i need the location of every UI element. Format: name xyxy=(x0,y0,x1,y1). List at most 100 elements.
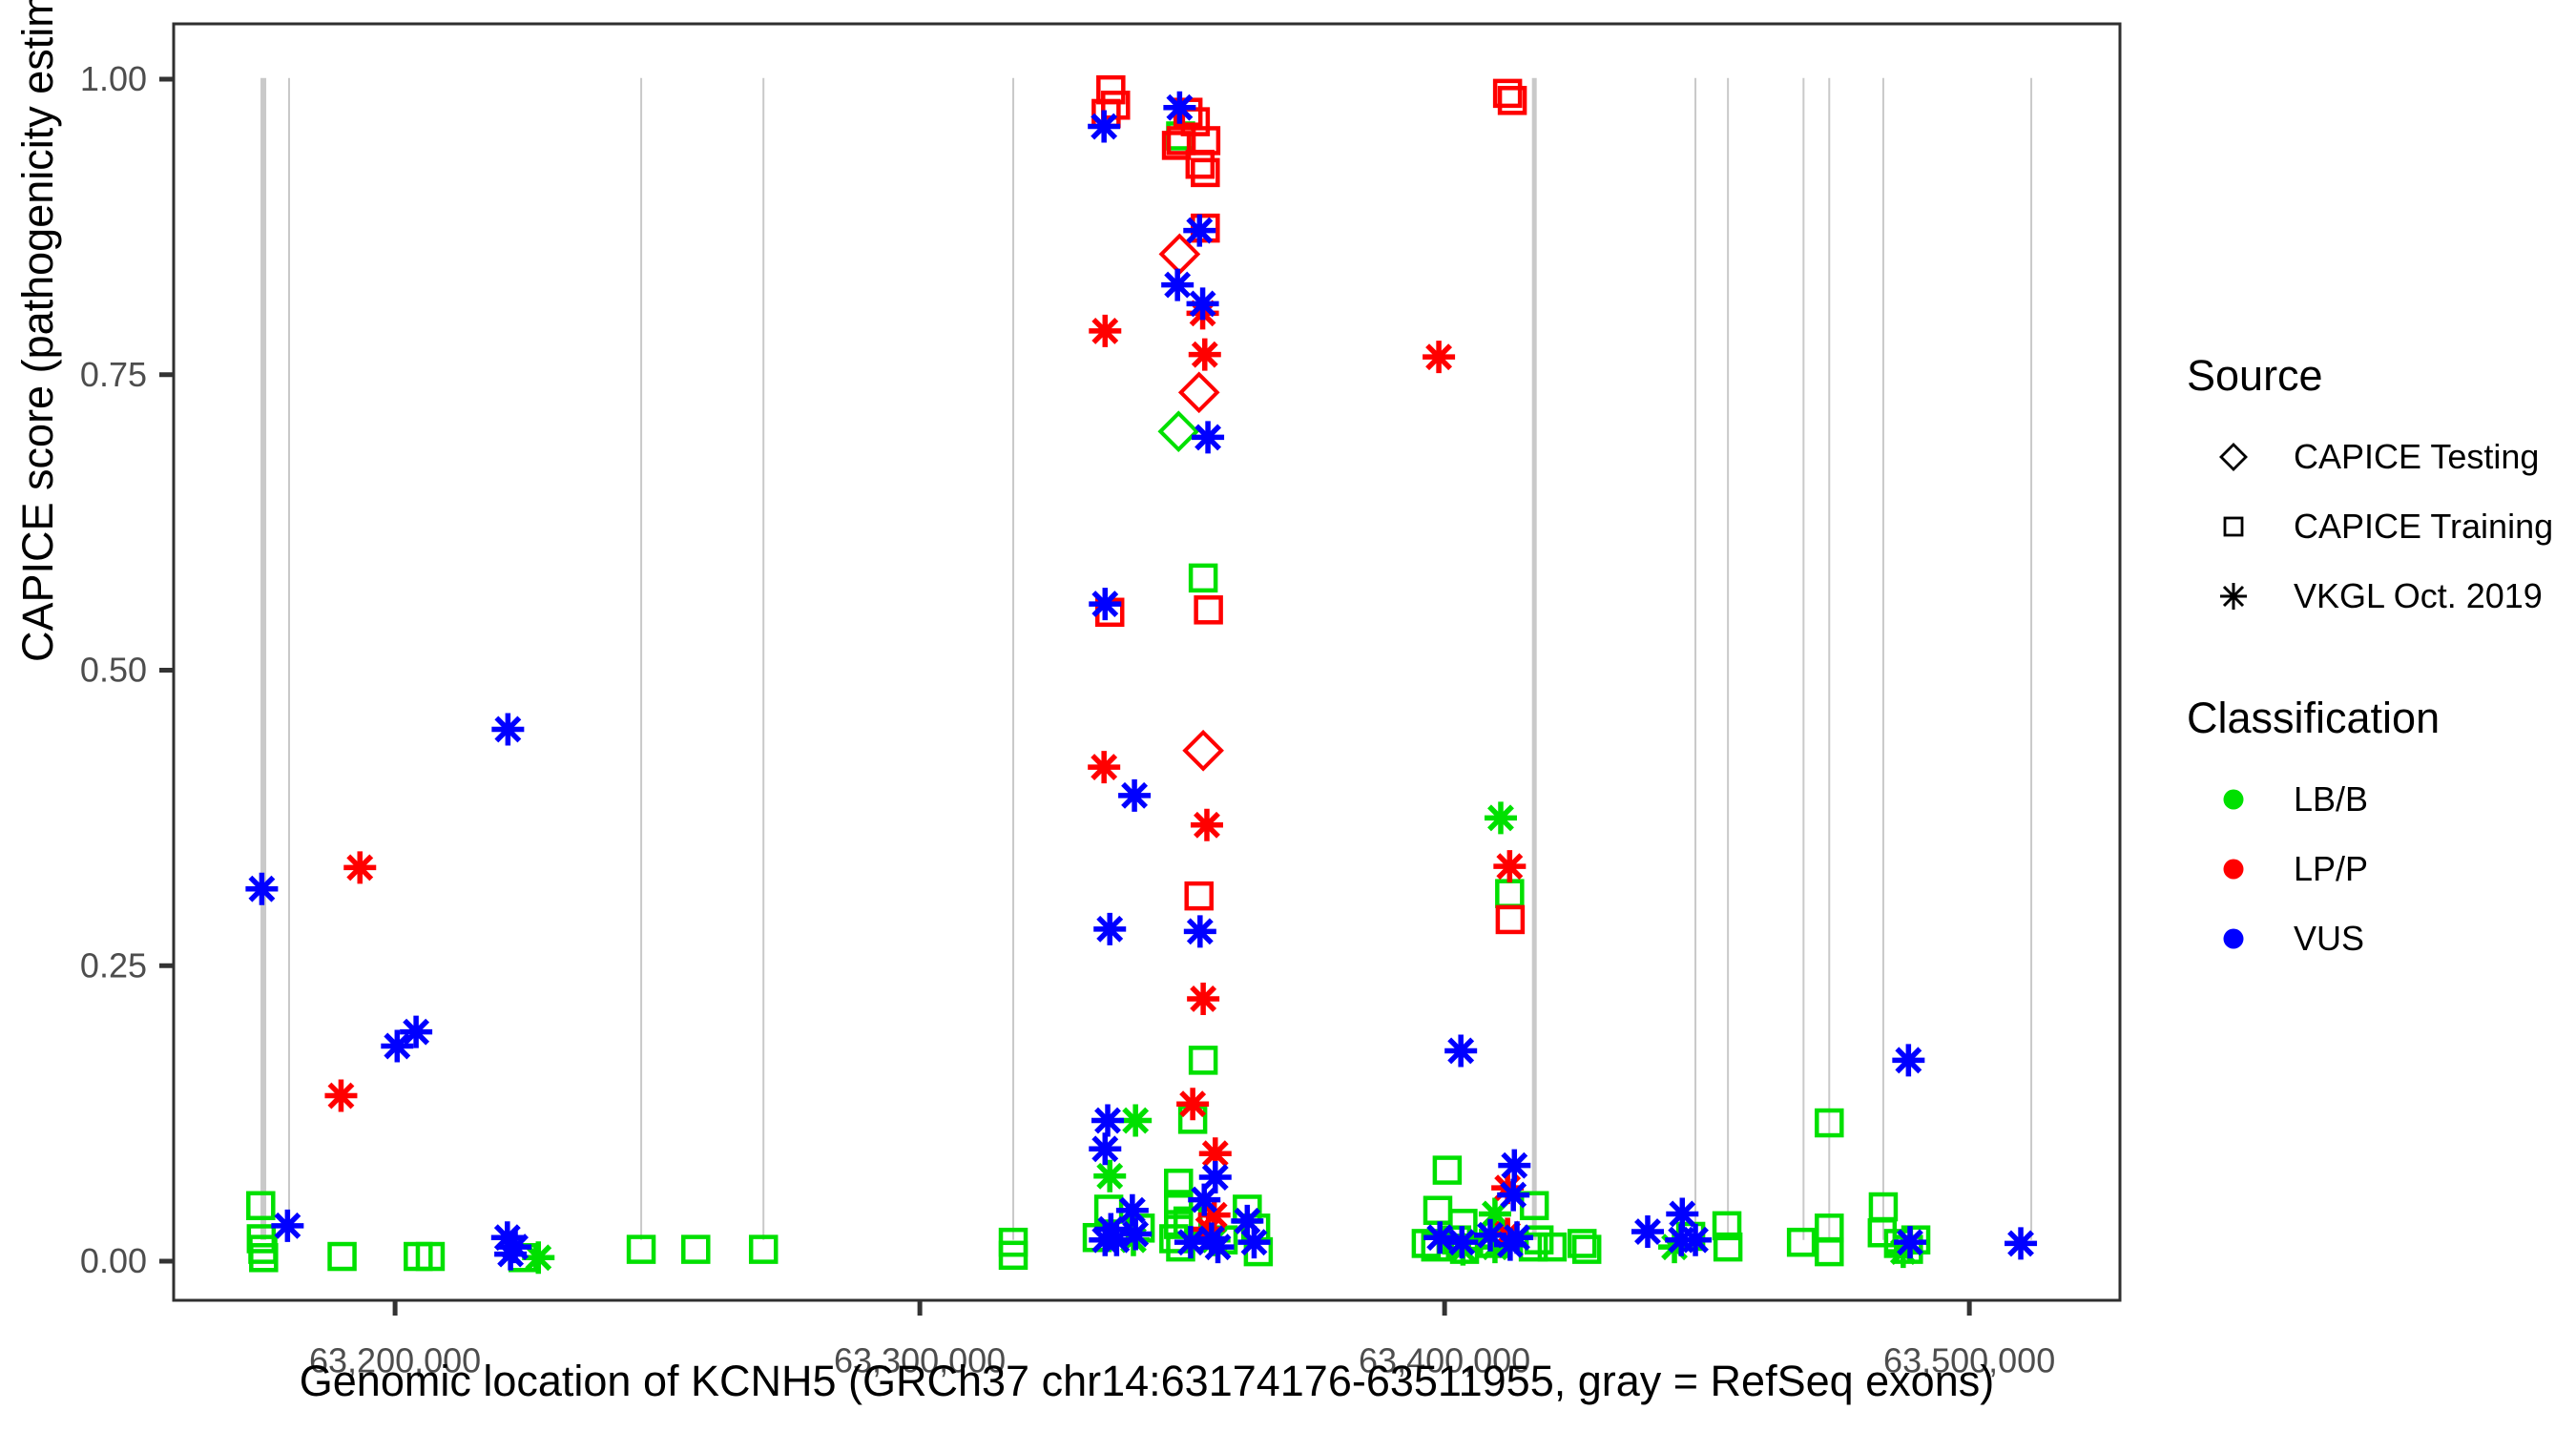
legend-classification-glyph-wrap xyxy=(2212,917,2255,961)
data-point-asterisk xyxy=(1118,778,1152,812)
data-point-asterisk xyxy=(1088,751,1121,784)
data-point-square xyxy=(1184,881,1214,911)
data-point-square xyxy=(415,1241,446,1272)
dot-legend-icon xyxy=(2223,928,2244,948)
data-point-asterisk xyxy=(1192,421,1225,454)
x-tick-label: 63,200,000 xyxy=(309,1340,481,1379)
data-point-asterisk xyxy=(1493,850,1527,883)
data-point-asterisk xyxy=(1190,808,1223,841)
data-point-square xyxy=(1492,78,1523,109)
data-point-asterisk xyxy=(1198,1137,1232,1171)
legend-source-label: CAPICE Training xyxy=(2294,506,2554,546)
data-point-square xyxy=(1164,1190,1194,1219)
square-legend-icon xyxy=(2223,516,2244,536)
legend-source-glyph-wrap xyxy=(2212,435,2255,479)
y-tick-label: 0.25 xyxy=(80,945,147,985)
data-point-square xyxy=(1191,157,1220,188)
data-point-asterisk xyxy=(1423,1221,1457,1255)
diamond-legend-icon xyxy=(2219,442,2248,471)
data-point-asterisk xyxy=(1091,1104,1125,1137)
legend-classification-item: VUS xyxy=(2187,903,2553,973)
data-point-asterisk xyxy=(1484,801,1517,835)
data-point-square xyxy=(1194,595,1223,625)
data-point-square xyxy=(748,1234,779,1264)
data-point-square xyxy=(1712,1211,1742,1241)
data-point-asterisk xyxy=(1231,1204,1264,1237)
legend-classification-glyph-wrap xyxy=(2212,778,2255,821)
legend-classification-title: Classification xyxy=(2187,694,2441,742)
legend-classification-label: LB/B xyxy=(2294,778,2369,819)
legend-source-glyph-wrap xyxy=(2212,505,2255,549)
data-point-square xyxy=(1815,1236,1844,1267)
data-point-square xyxy=(1571,1234,1602,1264)
data-point-asterisk xyxy=(1197,1198,1231,1232)
data-point-asterisk xyxy=(1679,1223,1713,1256)
data-point-asterisk xyxy=(1892,1044,1925,1077)
data-point-asterisk xyxy=(1666,1197,1699,1231)
data-point-asterisk xyxy=(1089,1132,1122,1166)
data-point-asterisk xyxy=(1498,1149,1531,1182)
data-point-asterisk xyxy=(1491,1217,1525,1251)
data-point-diamond xyxy=(1182,729,1224,772)
dot-legend-icon xyxy=(2223,859,2244,879)
legend-source-items: CAPICE Testing CAPICE Training VKGL Oct. 2… xyxy=(2187,422,2553,631)
data-point-asterisk xyxy=(1188,338,1221,371)
data-point-square xyxy=(681,1234,711,1264)
data-point-square xyxy=(1188,1046,1218,1075)
data-point-asterisk xyxy=(1473,1218,1506,1252)
y-tick-label: 1.00 xyxy=(80,59,147,98)
legend-source-item: CAPICE Training xyxy=(2187,491,2553,561)
data-point-square xyxy=(1432,1155,1463,1185)
legend-source-item: CAPICE Testing xyxy=(2187,422,2553,491)
data-point-square xyxy=(1188,563,1218,593)
data-point-asterisk xyxy=(1237,1226,1271,1259)
data-point-square xyxy=(1537,1232,1568,1262)
legend-classification-label: LP/P xyxy=(2294,848,2369,888)
dot-glyph xyxy=(2223,789,2244,809)
data-point-asterisk xyxy=(1094,1213,1128,1246)
legend: Source CAPICE Testing CAPICE Training VKGL… xyxy=(2187,351,2553,973)
data-point-asterisk xyxy=(1119,1104,1153,1137)
asterisk-legend-icon xyxy=(2220,582,2247,610)
data-point-square xyxy=(626,1234,656,1264)
square-glyph xyxy=(2223,516,2244,536)
data-point-square xyxy=(1567,1229,1597,1258)
data-point-asterisk xyxy=(324,1079,358,1112)
data-point-asterisk xyxy=(499,1231,532,1264)
data-point-asterisk xyxy=(1161,268,1195,301)
data-point-asterisk xyxy=(1501,1221,1534,1255)
legend-source-item: VKGL Oct. 2019 xyxy=(2187,561,2553,631)
data-point-asterisk xyxy=(522,1241,555,1275)
data-point-square xyxy=(1713,1232,1743,1262)
data-point-asterisk xyxy=(1444,1034,1478,1068)
y-tick-label: 0.00 xyxy=(80,1241,147,1280)
data-point-asterisk xyxy=(1478,1197,1511,1231)
legend-classification-item: LP/P xyxy=(2187,834,2553,903)
data-point-diamond xyxy=(1157,410,1200,453)
data-point-asterisk xyxy=(1115,1193,1149,1227)
data-point-asterisk xyxy=(1183,915,1216,948)
data-point-asterisk xyxy=(271,1209,304,1242)
data-point-asterisk xyxy=(1201,1231,1235,1264)
legend-source-label: CAPICE Testing xyxy=(2294,436,2540,476)
data-point-asterisk xyxy=(1198,1161,1232,1194)
data-point-square xyxy=(249,1243,279,1273)
dot-legend-icon xyxy=(2223,789,2244,809)
data-point-square xyxy=(1815,1108,1844,1138)
panel-border xyxy=(172,22,2122,1302)
y-tick-label: 0.50 xyxy=(80,651,147,690)
data-point-asterisk xyxy=(1089,588,1122,621)
data-point-asterisk xyxy=(1445,1226,1479,1259)
data-point-square xyxy=(1495,879,1525,908)
data-point-asterisk xyxy=(1186,287,1219,321)
x-tick-label: 63,400,000 xyxy=(1359,1340,1530,1379)
data-point-asterisk xyxy=(1163,91,1196,124)
data-point-asterisk xyxy=(381,1029,414,1063)
legend-classification-label: VUS xyxy=(2294,918,2365,958)
data-point-asterisk xyxy=(1093,912,1127,945)
data-point-asterisk xyxy=(1088,110,1121,143)
data-point-diamond xyxy=(1177,371,1220,414)
data-point-square xyxy=(327,1241,357,1272)
